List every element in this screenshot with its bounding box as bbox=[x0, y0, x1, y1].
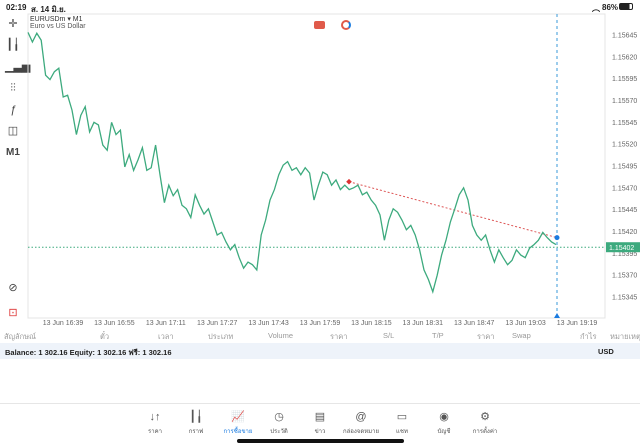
tab-label: การตั้งค่า bbox=[472, 429, 498, 435]
y-tick-label: 1.15545 bbox=[612, 120, 637, 127]
tab-label: การซื้อขาย bbox=[223, 429, 253, 435]
column-header[interactable]: Volume bbox=[268, 331, 294, 340]
trade-open-marker bbox=[346, 178, 352, 185]
y-tick-label: 1.15620 bbox=[612, 54, 637, 61]
y-tick-label: 1.15370 bbox=[612, 273, 637, 280]
currency: USD bbox=[598, 347, 614, 356]
column-header[interactable]: กำไร bbox=[580, 332, 597, 341]
battery-icon bbox=[619, 3, 633, 10]
crosshair-icon[interactable]: ✛ bbox=[8, 18, 18, 30]
x-tick-label: 13 Jun 18:31 bbox=[403, 320, 444, 327]
tab-icon: ┃╽ bbox=[189, 411, 203, 423]
tab-item[interactable]: ↓↑ ราคา bbox=[130, 410, 180, 436]
tab-item[interactable]: ┃╽ กราฟ bbox=[171, 410, 221, 436]
trades-table-header: สัญลักษณ์ ตั๋ว เวลา ประเภท Volume ราคา S/L T/P ร… bbox=[0, 329, 640, 342]
timeframe-button[interactable]: M1 bbox=[6, 147, 20, 158]
tab-item[interactable]: 📈 การซื้อขาย bbox=[213, 410, 263, 436]
tab-item[interactable]: @ กล่องจดหมาย bbox=[336, 410, 386, 436]
x-tick-label: 13 Jun 18:15 bbox=[351, 320, 392, 327]
tab-label: กล่องจดหมาย bbox=[342, 429, 380, 435]
column-header[interactable]: ราคา bbox=[330, 332, 348, 341]
column-header[interactable]: ตั๋ว bbox=[100, 332, 110, 341]
y-tick-label: 1.15595 bbox=[612, 76, 637, 83]
balance-bar: Balance: 1 302.16 Equity: 1 302.16 ฟรี: … bbox=[0, 343, 640, 359]
settings-sliders-icon[interactable]: ⫶⫶ bbox=[10, 82, 16, 94]
tab-label: ประวัติ bbox=[270, 429, 288, 435]
x-tick-label: 13 Jun 17:27 bbox=[197, 320, 238, 327]
y-tick-label: 1.15520 bbox=[612, 142, 637, 149]
status-date: ส. 14 มิ.ย. bbox=[31, 5, 66, 14]
tab-label: แชท bbox=[396, 429, 408, 435]
column-header[interactable]: ราคา bbox=[477, 332, 495, 341]
tab-icon: ▭ bbox=[396, 411, 408, 423]
tab-icon: ⚙ bbox=[480, 411, 490, 423]
tab-icon: ↓↑ bbox=[149, 411, 161, 423]
tab-icon: @ bbox=[355, 411, 367, 423]
candlestick-icon[interactable]: ┃╽ bbox=[6, 39, 20, 51]
tab-item[interactable]: ▭ แชท bbox=[377, 410, 427, 436]
wifi-icon: ︵ bbox=[592, 4, 600, 13]
function-icon[interactable]: ƒ bbox=[9, 104, 17, 116]
y-tick-label: 1.15395 bbox=[612, 251, 637, 258]
chart-description: Euro vs US Dollar bbox=[30, 23, 86, 30]
one-click-trade-icon[interactable] bbox=[314, 21, 325, 29]
balance-text: Balance: 1 302.16 Equity: 1 302.16 ฟรี: … bbox=[5, 348, 172, 357]
trade-icon[interactable]: ⊡ bbox=[8, 307, 18, 319]
objects-icon[interactable]: ◫ bbox=[7, 125, 19, 137]
chart-symbol[interactable]: EURUSDm ▾ M1 bbox=[30, 16, 83, 23]
price-series-line bbox=[27, 31, 557, 294]
tab-label: ราคา bbox=[148, 429, 162, 435]
y-tick-label: 1.15345 bbox=[612, 295, 637, 302]
trade-close-marker bbox=[554, 235, 560, 241]
tab-icon: 📈 bbox=[231, 411, 245, 423]
column-header[interactable]: หมายเหตุ bbox=[610, 332, 640, 341]
column-header[interactable]: เวลา bbox=[158, 332, 174, 341]
y-tick-label: 1.15420 bbox=[612, 229, 637, 236]
column-header[interactable]: T/P bbox=[432, 331, 444, 340]
tab-item[interactable]: ◷ ประวัติ bbox=[254, 410, 304, 436]
y-tick-label: 1.15645 bbox=[612, 33, 637, 40]
x-tick-label: 13 Jun 17:59 bbox=[300, 320, 341, 327]
column-header[interactable]: ประเภท bbox=[208, 332, 234, 341]
tab-icon: ◷ bbox=[274, 411, 284, 423]
bottom-tab-bar: ↓↑ ราคา ┃╽ กราฟ 📈 การซื้อขาย ◷ ประวัติ ▤ ข่าว @ กล่… bbox=[0, 403, 640, 447]
current-price-badge bbox=[606, 242, 640, 253]
battery-percent: 86% bbox=[602, 3, 619, 12]
tab-item[interactable]: ⚙ การตั้งค่า bbox=[460, 410, 510, 436]
tab-label: ข่าว bbox=[314, 429, 326, 435]
column-header[interactable]: สัญลักษณ์ bbox=[4, 332, 37, 341]
x-tick-label: 13 Jun 17:11 bbox=[146, 320, 186, 327]
plot-border bbox=[27, 13, 606, 319]
quick-trade-icon[interactable] bbox=[341, 20, 351, 30]
cursor-marker-icon[interactable] bbox=[554, 313, 560, 318]
x-tick-label: 13 Jun 19:19 bbox=[557, 320, 598, 327]
zoom-icon[interactable]: ⊘ bbox=[8, 282, 18, 294]
status-time: 02:19 bbox=[6, 3, 27, 12]
y-tick-label: 1.15470 bbox=[612, 185, 637, 192]
home-indicator bbox=[237, 439, 404, 443]
x-tick-label: 13 Jun 16:55 bbox=[94, 320, 135, 327]
x-tick-label: 13 Jun 17:43 bbox=[248, 320, 289, 327]
tab-label: กราฟ bbox=[188, 429, 204, 435]
x-tick-label: 13 Jun 19:03 bbox=[505, 320, 546, 327]
column-header[interactable]: S/L bbox=[383, 331, 395, 340]
tab-item[interactable]: ◉ บัญชี bbox=[419, 410, 469, 436]
x-tick-label: 13 Jun 16:39 bbox=[43, 320, 84, 327]
column-header[interactable]: Swap bbox=[512, 331, 531, 340]
tab-label: บัญชี bbox=[437, 429, 451, 435]
tab-icon: ▤ bbox=[314, 411, 326, 423]
price-chart[interactable]: 1.15645 1.15620 1.15595 1.15570 1.15545 1.155… bbox=[0, 0, 640, 330]
x-tick-label: 13 Jun 18:47 bbox=[454, 320, 495, 327]
trade-line bbox=[348, 181, 558, 239]
y-tick-label: 1.15570 bbox=[612, 98, 637, 105]
tab-item[interactable]: ▤ ข่าว bbox=[295, 410, 345, 436]
tab-icon: ◉ bbox=[439, 411, 449, 423]
y-tick-label: 1.15445 bbox=[612, 207, 637, 214]
current-price-label: 1.15402 bbox=[609, 245, 634, 252]
status-bar: 02:19 ส. 14 มิ.ย. ︵ 86% bbox=[0, 0, 640, 14]
y-tick-label: 1.15495 bbox=[612, 164, 637, 171]
